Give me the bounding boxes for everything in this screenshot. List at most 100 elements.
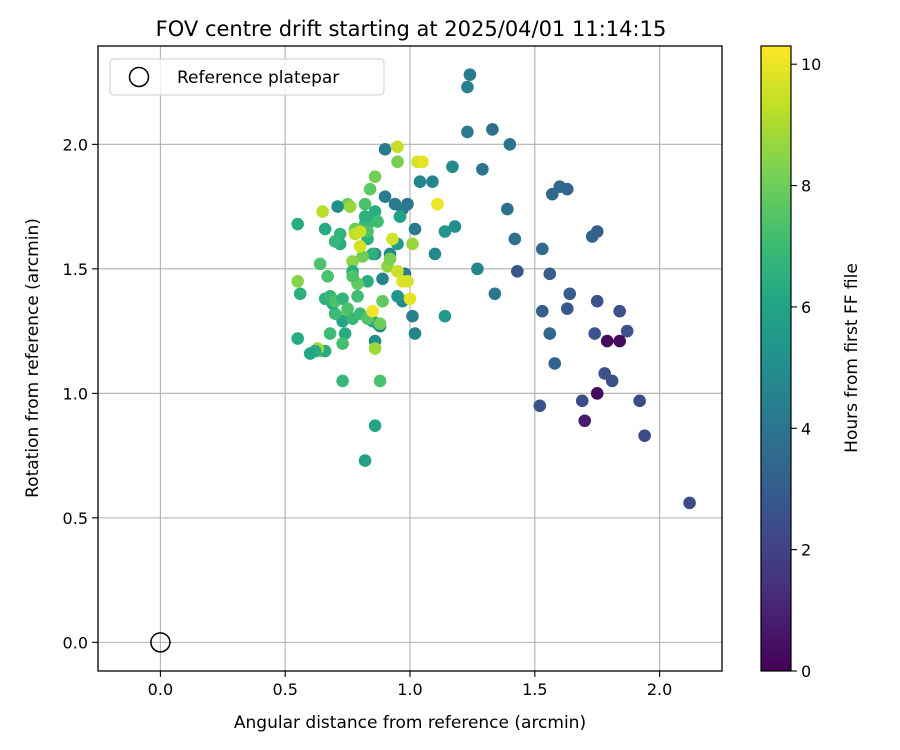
colorbar-label: Hours from first FF file — [842, 263, 862, 453]
scatter-point — [291, 217, 304, 231]
scatter-point — [358, 454, 372, 467]
scatter-point — [378, 143, 392, 156]
scatter-point — [590, 294, 604, 308]
scatter-point — [511, 265, 524, 278]
scatter-point — [428, 247, 442, 261]
colorbar-tick-label: 2 — [801, 541, 811, 560]
scatter-point — [503, 138, 517, 151]
reference-platepar-marker — [150, 632, 171, 653]
scatter-point — [353, 240, 367, 253]
scatter-point — [346, 270, 359, 283]
scatter-point — [373, 374, 387, 388]
colorbar-tick-label: 4 — [801, 419, 811, 438]
scatter-point — [316, 205, 329, 218]
scatter-point — [391, 155, 404, 169]
scatter-point — [543, 327, 557, 340]
scatter-point — [366, 304, 379, 318]
scatter-point — [413, 175, 427, 189]
scatter-point — [683, 496, 696, 510]
scatter-point — [358, 210, 372, 223]
scatter-point — [363, 182, 377, 196]
y-tick-label: 2.0 — [63, 135, 88, 154]
grid — [98, 46, 722, 671]
scatter-point — [358, 197, 372, 211]
legend-box — [109, 58, 385, 96]
scatter-point — [575, 394, 589, 408]
scatter-point — [590, 387, 604, 400]
scatter-point — [598, 367, 611, 380]
scatter-point — [431, 197, 444, 211]
x-axis-ticks: 0.0 0.5 1.0 1.5 2.0 — [148, 671, 672, 699]
scatter-point — [336, 374, 349, 388]
scatter-point — [368, 419, 382, 433]
scatter-point — [373, 317, 387, 330]
scatter-point — [376, 272, 389, 286]
scatter-point — [613, 334, 626, 348]
y-tick-label: 0.5 — [63, 509, 88, 528]
scatter-point — [291, 275, 304, 288]
scatter-point — [560, 302, 574, 315]
scatter-point — [328, 307, 342, 320]
scatter-point — [383, 252, 397, 266]
colorbar-tick-label: 0 — [801, 662, 811, 681]
scatter-point — [353, 225, 367, 238]
x-tick-label: 1.0 — [397, 680, 422, 699]
scatter-point — [343, 200, 357, 213]
scatter-point — [331, 200, 344, 213]
scatter-point — [393, 210, 407, 223]
scatter-point — [508, 232, 522, 246]
legend-entry-label: Reference platepar — [177, 68, 339, 88]
legend: Reference platepar — [109, 58, 385, 96]
scatter-point — [535, 242, 549, 256]
scatter-point — [391, 265, 404, 278]
scatter-point — [391, 140, 404, 154]
colorbar-tick-label: 6 — [801, 298, 811, 317]
y-tick-label: 0.0 — [63, 633, 88, 652]
scatter-point — [406, 237, 419, 251]
scatter-point — [328, 235, 342, 248]
data-points — [291, 68, 696, 510]
scatter-point — [488, 287, 502, 301]
scatter-point — [318, 222, 332, 236]
scatter-point — [501, 202, 514, 216]
scatter-point — [461, 125, 474, 139]
scatter-point — [638, 429, 651, 442]
scatter-point — [408, 222, 422, 236]
scatter-point — [338, 327, 352, 340]
scatter-point — [620, 324, 634, 338]
x-tick-label: 0.5 — [272, 680, 297, 699]
scatter-point — [543, 267, 557, 281]
scatter-point — [303, 347, 317, 360]
colorbar-tick-label: 10 — [801, 55, 821, 74]
y-axis-ticks: 0.0 0.5 1.0 1.5 2.0 — [63, 135, 98, 652]
scatter-point — [438, 225, 452, 238]
scatter-point — [446, 160, 459, 174]
scatter-point — [588, 327, 602, 340]
scatter-point — [378, 190, 392, 203]
scatter-point — [291, 332, 304, 345]
scatter-point — [438, 309, 452, 323]
scatter-point — [368, 205, 382, 218]
scatter-point — [426, 175, 439, 189]
scatter-point — [366, 247, 379, 261]
scatter-point — [486, 123, 499, 136]
reference-marker-group — [150, 632, 171, 653]
scatter-point — [548, 357, 562, 370]
scatter-point — [313, 257, 327, 271]
scatter-point — [563, 287, 577, 301]
scatter-point — [533, 399, 547, 413]
scatter-point — [371, 215, 384, 228]
scatter-point — [356, 250, 369, 263]
scatter-point — [613, 304, 626, 318]
chart-title: FOV centre drift starting at 2025/04/01 … — [156, 17, 667, 41]
scatter-point — [401, 275, 414, 288]
scatter-point — [633, 394, 646, 408]
scatter-point — [600, 334, 614, 348]
x-tick-label: 0.0 — [148, 680, 173, 699]
scatter-point — [293, 287, 307, 301]
scatter-point — [386, 232, 399, 246]
colorbar-ticks: 0 2 4 6 8 10 — [791, 55, 821, 681]
scatter-point — [388, 197, 402, 211]
